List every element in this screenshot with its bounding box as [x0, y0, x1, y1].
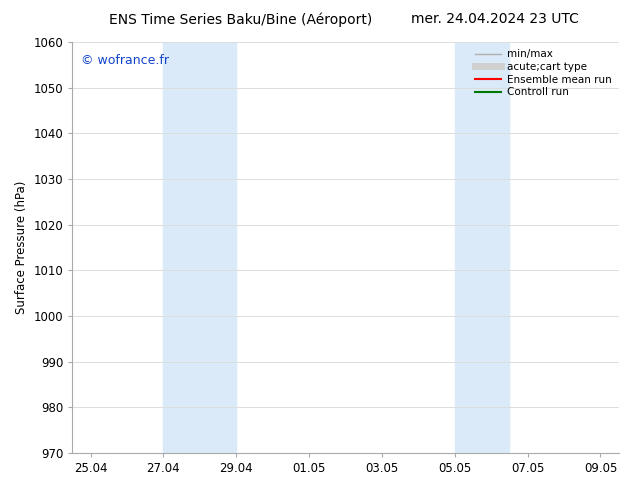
Bar [164, 42, 236, 453]
Legend: min/max, acute;cart type, Ensemble mean run, Controll run: min/max, acute;cart type, Ensemble mean … [471, 45, 616, 101]
Bar [455, 42, 510, 453]
Y-axis label: Surface Pressure (hPa): Surface Pressure (hPa) [15, 181, 28, 314]
Text: © wofrance.fr: © wofrance.fr [81, 54, 169, 68]
Text: ENS Time Series Baku/Bine (Aéroport): ENS Time Series Baku/Bine (Aéroport) [109, 12, 373, 27]
Text: mer. 24.04.2024 23 UTC: mer. 24.04.2024 23 UTC [411, 12, 578, 26]
